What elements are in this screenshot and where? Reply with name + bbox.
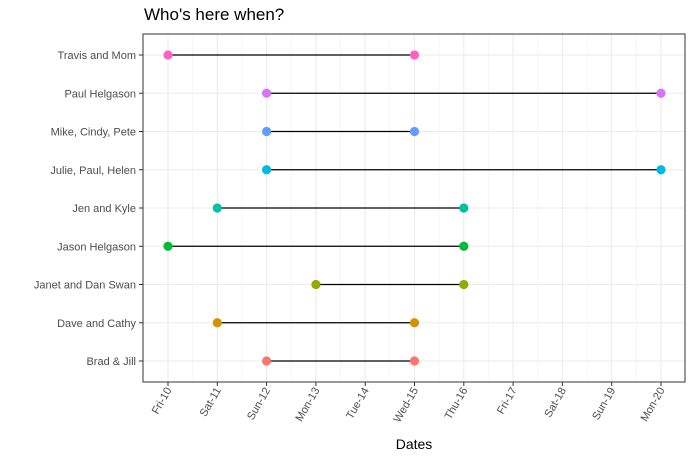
- start-point: [212, 203, 222, 213]
- end-point: [459, 279, 469, 290]
- end-point: [409, 356, 420, 366]
- start-point: [262, 88, 272, 98]
- start-point: [212, 318, 222, 328]
- x-axis: Fri-10 Sat-11 Sun-12 Mon-13 Tue-14 Wed-15 Thu-…: [150, 382, 668, 425]
- y-tick-label: Travis and Mom: [58, 50, 136, 62]
- y-tick-label: Jason Helgason: [57, 241, 136, 253]
- x-axis-label: Dates: [396, 436, 433, 452]
- x-tick-label: Sat-18: [542, 386, 569, 420]
- x-tick-label: Sat-11: [198, 386, 224, 419]
- x-tick-label: Fri-10: [150, 386, 175, 417]
- start-point: [262, 126, 272, 137]
- x-tick-label: Sun-12: [245, 386, 273, 423]
- x-tick-label: Fri-17: [495, 386, 520, 417]
- end-point: [409, 126, 420, 137]
- y-tick-label: Julie, Paul, Helen: [50, 165, 136, 177]
- y-tick-label: Brad & Jill: [86, 356, 136, 368]
- y-tick-label: Mike, Cindy, Pete: [51, 127, 136, 139]
- y-tick-label: Jen and Kyle: [72, 203, 136, 215]
- y-tick-label: Paul Helgason: [64, 88, 136, 100]
- y-axis: Brad & Jill Dave and Cathy Janet and Dan S…: [34, 50, 143, 368]
- x-tick-label: Sun-19: [590, 386, 618, 423]
- start-point: [262, 356, 272, 366]
- start-point: [262, 165, 272, 175]
- end-point: [409, 318, 420, 328]
- x-tick-label: Mon-13: [293, 386, 322, 424]
- x-tick-label: Wed-15: [392, 386, 422, 425]
- y-tick-label: Dave and Cathy: [57, 318, 136, 330]
- end-point: [656, 88, 666, 98]
- start-point: [163, 241, 173, 251]
- end-point: [656, 165, 666, 175]
- end-point: [459, 241, 469, 251]
- chart-title: Who's here when?: [144, 5, 284, 24]
- start-point: [311, 279, 321, 290]
- x-tick-label: Tue-14: [344, 386, 372, 422]
- start-point: [163, 50, 173, 60]
- y-tick-label: Janet and Dan Swan: [34, 280, 136, 292]
- range-points: [163, 50, 666, 366]
- end-point: [459, 203, 469, 213]
- x-tick-label: Mon-20: [639, 386, 668, 424]
- range-lines: [168, 54, 661, 362]
- end-point: [409, 50, 420, 60]
- x-tick-label: Thu-16: [443, 386, 471, 422]
